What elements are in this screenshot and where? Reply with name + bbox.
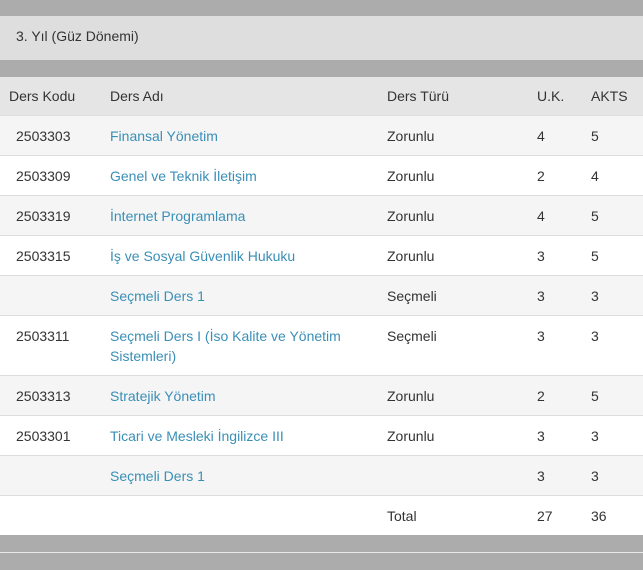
course-type: Zorunlu [387,127,435,144]
course-akts: 5 [591,247,599,264]
course-akts: 5 [591,207,599,224]
course-uk: 3 [537,427,545,444]
header-course-code: Ders Kodu [9,87,76,104]
course-code: 2503303 [16,127,71,144]
total-row: Total 27 36 [0,495,643,535]
course-name-link[interactable]: Seçmeli Ders 1 [110,467,205,484]
course-uk: 2 [537,387,545,404]
table-row: Seçmeli Ders 1 Seçmeli 3 3 [0,275,643,315]
table-row: Seçmeli Ders 1 3 3 [0,455,643,495]
course-uk: 3 [537,247,545,264]
course-akts: 5 [591,127,599,144]
table-header-row: Ders Kodu Ders Adı Ders Türü U.K. AKTS [0,77,643,115]
table-row: 2503315 İş ve Sosyal Güvenlik Hukuku Zor… [0,235,643,275]
table-row: 2503303 Finansal Yönetim Zorunlu 4 5 [0,115,643,155]
course-code [0,275,101,315]
term-title: 3. Yıl (Güz Dönemi) [0,16,643,60]
course-uk: 2 [537,167,545,184]
header-uk: U.K. [537,87,565,104]
course-uk: 4 [537,127,545,144]
course-name-link[interactable]: İnternet Programlama [110,207,246,224]
course-akts: 5 [591,387,599,404]
course-name-link[interactable]: Seçmeli Ders 1 [110,287,205,304]
table-row: 2503301 Ticari ve Mesleki İngilizce III … [0,415,643,455]
table-row: 2503311 Seçmeli Ders I (İso Kalite ve Yö… [0,315,643,375]
course-name-link[interactable]: Genel ve Teknik İletişim [110,167,257,184]
course-uk: 3 [537,287,545,304]
course-code: 2503319 [16,207,71,224]
course-name-link[interactable]: Finansal Yönetim [110,127,218,144]
total-akts: 36 [591,507,607,524]
course-code [0,455,101,495]
course-akts: 4 [591,167,599,184]
course-uk: 4 [537,207,545,224]
course-type: Zorunlu [387,167,435,184]
table-row: 2503319 İnternet Programlama Zorunlu 4 5 [0,195,643,235]
course-code: 2503301 [16,427,71,444]
course-type: Zorunlu [387,207,435,224]
course-name-link[interactable]: Ticari ve Mesleki İngilizce III [110,427,284,444]
course-type: Zorunlu [387,247,435,264]
course-name-link[interactable]: Stratejik Yönetim [110,387,216,404]
course-code: 2503315 [16,247,71,264]
header-course-name: Ders Adı [110,87,164,104]
course-type: Seçmeli [387,327,437,344]
course-code: 2503313 [16,387,71,404]
course-akts: 3 [591,467,599,484]
course-type [378,455,528,495]
course-akts: 3 [591,427,599,444]
total-label: Total [387,507,417,524]
course-type: Zorunlu [387,427,435,444]
bottom-band [0,534,643,552]
section-divider [0,60,643,77]
course-name-link[interactable]: İş ve Sosyal Güvenlik Hukuku [110,247,296,264]
table-row: 2503313 Stratejik Yönetim Zorunlu 2 5 [0,375,643,415]
course-code: 2503309 [16,167,71,184]
top-band [0,0,643,16]
total-uk: 27 [537,507,553,524]
course-table: Ders Kodu Ders Adı Ders Türü U.K. AKTS 2… [0,77,643,535]
table-row: 2503309 Genel ve Teknik İletişim Zorunlu… [0,155,643,195]
header-course-type: Ders Türü [387,87,449,104]
course-uk: 3 [537,467,545,484]
course-akts: 3 [591,287,599,304]
course-uk: 3 [537,327,545,344]
header-akts: AKTS [591,87,628,104]
course-type: Seçmeli [387,287,437,304]
course-code: 2503311 [16,327,70,344]
course-akts: 3 [591,327,599,344]
bottom-band-2 [0,552,643,570]
course-type: Zorunlu [387,387,435,404]
course-name-link[interactable]: Seçmeli Ders I (İso Kalite ve Yönetim Si… [110,327,341,364]
